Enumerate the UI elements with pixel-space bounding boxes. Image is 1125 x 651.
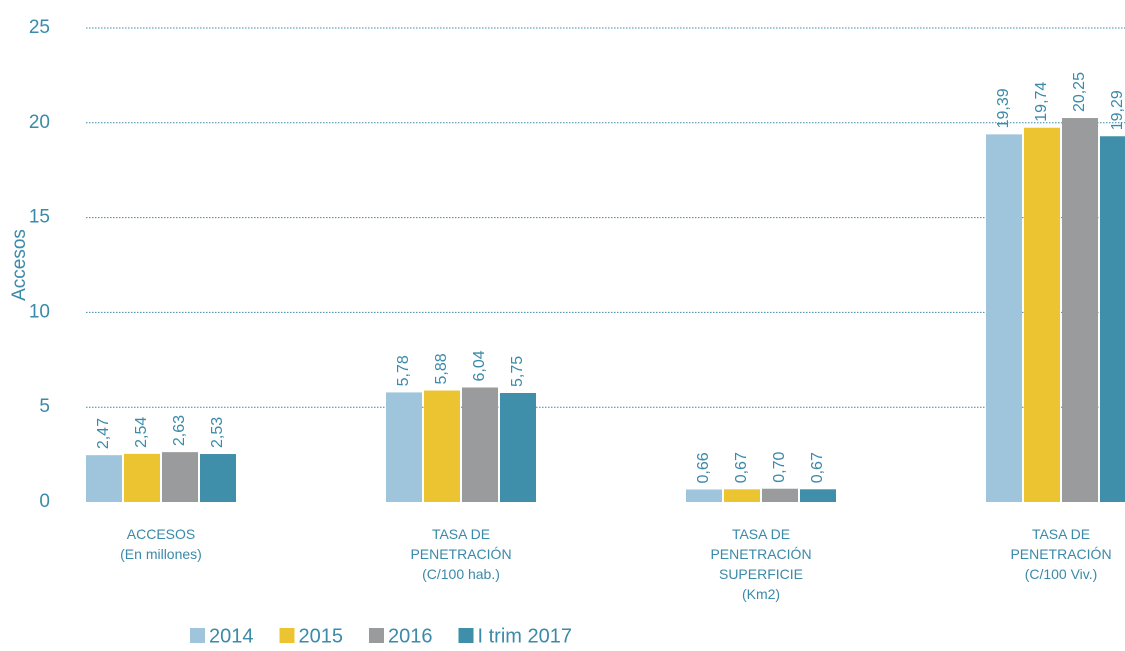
legend-label: 2016: [388, 625, 433, 647]
legend-swatch: [190, 628, 205, 643]
legend-label: I trim 2017: [478, 625, 572, 647]
data-label: 5,75: [509, 356, 526, 387]
bar: [1062, 118, 1098, 502]
bar: [800, 489, 836, 502]
y-tick-label: 5: [39, 396, 50, 417]
data-label: 6,04: [471, 350, 488, 381]
data-label: 0,66: [695, 452, 712, 483]
data-label: 20,25: [1071, 72, 1088, 112]
y-axis-title: Accesos: [9, 229, 30, 301]
y-tick-label: 25: [29, 17, 50, 38]
bar: [386, 392, 422, 502]
bar: [462, 387, 498, 502]
data-label: 2,53: [209, 417, 226, 448]
legend-label: 2015: [299, 625, 344, 647]
bar: [86, 455, 122, 502]
legend-swatch: [279, 628, 295, 643]
data-label: 19,29: [1109, 90, 1125, 130]
data-label: 19,74: [1033, 82, 1050, 122]
legend-label: 2014: [209, 625, 254, 647]
bar: [1024, 127, 1060, 502]
legend-swatch: [458, 628, 474, 643]
bar: [986, 134, 1022, 502]
data-label: 2,47: [95, 418, 112, 449]
bar: [124, 453, 160, 502]
data-label: 2,54: [133, 417, 150, 448]
data-label: 0,70: [771, 451, 788, 482]
data-label: 5,78: [395, 355, 412, 386]
bar: [200, 454, 236, 502]
bar: [762, 488, 798, 502]
x-tick-label: TASA DE PENETRACIÓN (C/100 hab.): [410, 526, 512, 582]
y-tick-label: 20: [29, 112, 50, 133]
bar: [500, 392, 536, 502]
data-label: 5,88: [433, 353, 450, 384]
y-tick-label: 10: [29, 301, 50, 322]
y-tick-label: 0: [39, 491, 50, 512]
x-tick-label: ACCESOS (En millones): [120, 526, 202, 562]
bar: [424, 390, 460, 502]
data-label: 19,39: [995, 88, 1012, 128]
data-label: 0,67: [809, 452, 826, 483]
bar: [686, 489, 722, 502]
bar: [724, 489, 760, 502]
bar: [1100, 136, 1125, 502]
x-tick-label: TASA DE PENETRACIÓN (C/100 Viv.): [1010, 526, 1112, 582]
legend-swatch: [369, 628, 384, 643]
data-label: 0,67: [733, 452, 750, 483]
y-tick-label: 15: [29, 207, 50, 228]
data-label: 2,63: [171, 415, 188, 446]
bar: [162, 452, 198, 502]
x-tick-label: TASA DE PENETRACIÓN SUPERFICIE (Km2): [710, 526, 812, 602]
